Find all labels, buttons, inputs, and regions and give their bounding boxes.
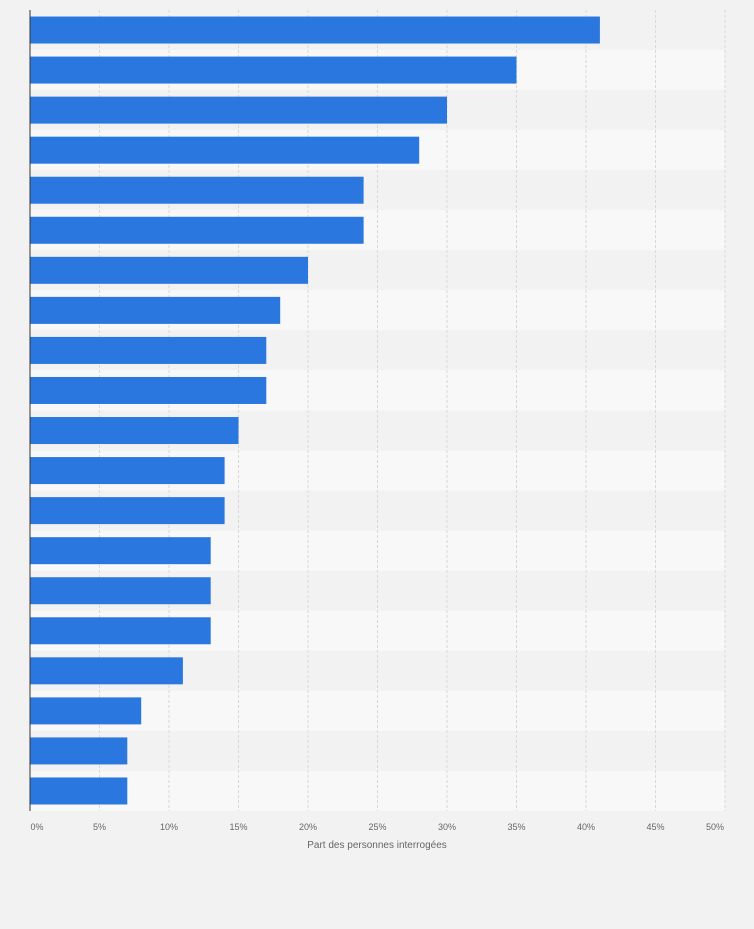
x-tick-label: 25% bbox=[368, 822, 386, 832]
bar bbox=[30, 737, 128, 765]
bar bbox=[30, 457, 225, 485]
bar bbox=[30, 376, 267, 404]
x-tick-label: 15% bbox=[229, 822, 247, 832]
bar bbox=[30, 216, 364, 244]
bar bbox=[30, 256, 308, 284]
x-tick-label: 50% bbox=[706, 822, 724, 832]
x-tick-label: 10% bbox=[160, 822, 178, 832]
bar bbox=[30, 176, 364, 204]
x-tick-label: 35% bbox=[507, 822, 525, 832]
bar bbox=[30, 777, 128, 805]
bar bbox=[30, 96, 447, 124]
x-tick-label: 45% bbox=[646, 822, 664, 832]
x-tick-label: 5% bbox=[93, 822, 106, 832]
bar bbox=[30, 136, 420, 164]
bar bbox=[30, 296, 281, 324]
bar bbox=[30, 617, 211, 645]
bar bbox=[30, 697, 142, 725]
bar bbox=[30, 336, 267, 364]
bars bbox=[30, 16, 600, 805]
x-tick-label: 40% bbox=[577, 822, 595, 832]
bar bbox=[30, 497, 225, 525]
bar bbox=[30, 657, 183, 685]
x-tick-label: 30% bbox=[438, 822, 456, 832]
bar bbox=[30, 417, 239, 445]
bar bbox=[30, 577, 211, 605]
x-tick-labels: 0% 5% 10% 15% 20% 25% 30% 35% 40% 45% 50% bbox=[30, 822, 724, 832]
x-tick-label: 20% bbox=[299, 822, 317, 832]
bar bbox=[30, 56, 517, 84]
x-tick-label: 0% bbox=[30, 822, 43, 832]
bar bbox=[30, 16, 600, 44]
bar bbox=[30, 537, 211, 565]
x-axis-title: Part des personnes interrogées bbox=[307, 840, 447, 851]
